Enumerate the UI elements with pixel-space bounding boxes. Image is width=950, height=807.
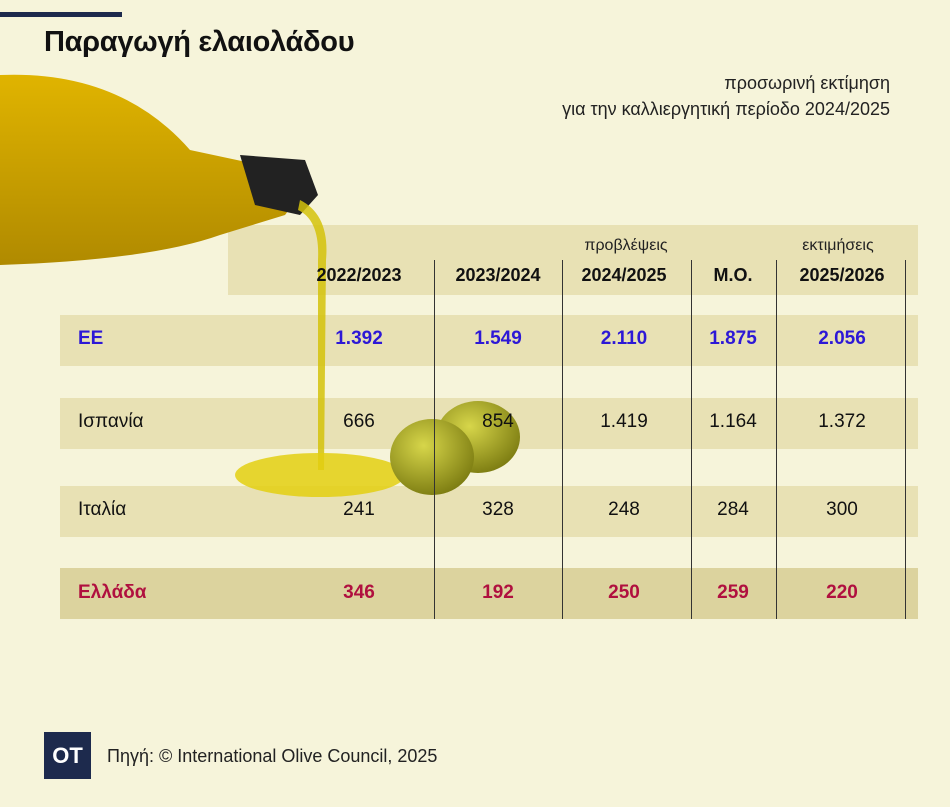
table-cell: 1.164 xyxy=(709,411,757,432)
row-label: Ελλάδα xyxy=(78,582,147,603)
row-band-eu xyxy=(60,315,918,366)
column-header: 2023/2024 xyxy=(455,265,541,285)
table-cell: 250 xyxy=(608,582,640,603)
table-cell: 220 xyxy=(826,582,858,603)
column-header: 2025/2026 xyxy=(799,265,885,285)
oil-stream-icon xyxy=(298,200,327,470)
table-cell: 241 xyxy=(343,499,375,520)
column-divider xyxy=(562,260,563,619)
column-header: 2024/2025 xyxy=(581,265,667,285)
accent-bar xyxy=(0,12,122,17)
olive-icon xyxy=(390,419,474,495)
subtitle: προσωρινή εκτίμηση για την καλλιεργητική… xyxy=(562,70,890,122)
header-band xyxy=(228,225,918,295)
bottle-icon xyxy=(0,74,300,266)
table-cell: 666 xyxy=(343,411,375,432)
ot-logo: OT xyxy=(44,732,91,779)
table-cell: 854 xyxy=(482,411,514,432)
table-cell: 248 xyxy=(608,499,640,520)
oil-puddle-icon xyxy=(235,453,405,497)
row-band-italy xyxy=(60,486,918,537)
estimates-note: εκτιμήσεις xyxy=(802,237,874,254)
row-label: ΕΕ xyxy=(78,328,104,349)
table-cell: 192 xyxy=(482,582,514,603)
source-text: Πηγή: © International Olive Council, 202… xyxy=(107,746,438,766)
subtitle-line-1: προσωρινή εκτίμηση xyxy=(724,73,890,93)
table-cell: 1.392 xyxy=(335,328,383,349)
table-cell: 1.372 xyxy=(818,411,866,432)
table-cell: 2.056 xyxy=(818,328,866,349)
column-divider xyxy=(776,260,777,619)
column-header: Μ.Ο. xyxy=(713,265,753,285)
table-cell: 346 xyxy=(343,582,375,603)
table-cell: 1.875 xyxy=(709,328,757,349)
row-label: Ισπανία xyxy=(78,411,144,432)
table-cell: 284 xyxy=(717,499,749,520)
table-cell: 328 xyxy=(482,499,514,520)
table-cell: 2.110 xyxy=(600,328,648,349)
subtitle-line-2: για την καλλιεργητική περίοδο 2024/2025 xyxy=(562,99,890,119)
row-label: Ιταλία xyxy=(78,499,127,520)
column-divider xyxy=(905,260,906,619)
table-cell: 259 xyxy=(717,582,749,603)
column-divider xyxy=(434,260,435,619)
table-cell: 1.549 xyxy=(474,328,522,349)
column-divider xyxy=(691,260,692,619)
page-title: Παραγωγή ελαιολάδου xyxy=(44,26,355,58)
table-cell: 1.419 xyxy=(600,411,648,432)
row-band-greece xyxy=(60,568,918,619)
forecast-note: προβλέψεις xyxy=(584,237,668,254)
table-cell: 300 xyxy=(826,499,858,520)
bottle-cap-icon xyxy=(240,155,318,215)
column-header: 2022/2023 xyxy=(316,265,402,285)
